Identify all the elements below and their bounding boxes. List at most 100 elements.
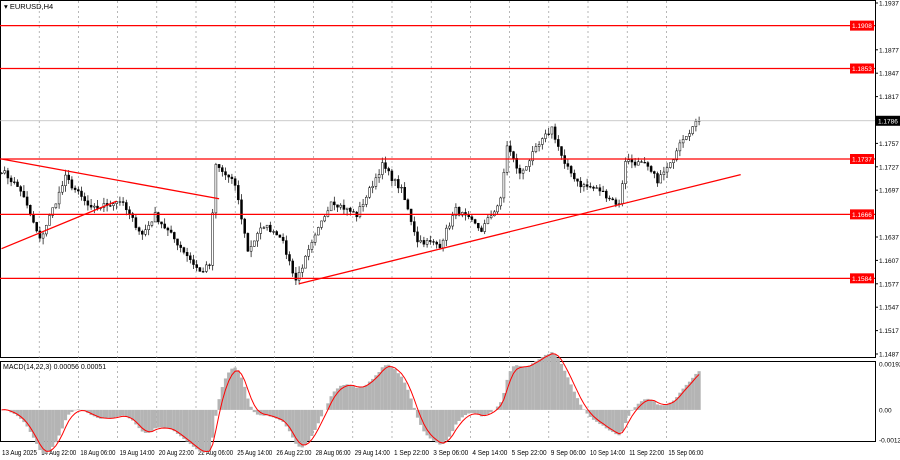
candle-body — [601, 190, 605, 193]
candle-body — [29, 204, 32, 216]
macd-y-tick-label: 0.00192 — [879, 362, 900, 369]
macd-title: MACD(14,22,3) — [3, 364, 52, 371]
macd-histogram-bar — [60, 409, 64, 429]
trendline[interactable] — [1, 158, 220, 200]
y-tick-label: 1.1877 — [879, 47, 899, 54]
candle-body — [246, 233, 250, 252]
trendline[interactable] — [1, 200, 117, 250]
candle-body — [134, 217, 138, 228]
x-tick-label: 14 Aug 22:00 — [41, 450, 76, 457]
macd-histogram-bar — [547, 353, 551, 410]
macd-histogram-bar — [383, 365, 388, 410]
y-tick-label: 1.1517 — [879, 328, 899, 335]
candle-body — [685, 136, 688, 140]
candle-body — [400, 187, 403, 189]
candle-body — [0, 172, 3, 174]
candle-body — [611, 198, 614, 201]
candle-body — [6, 170, 10, 179]
candle-body — [576, 178, 579, 182]
macd-histogram-bar — [150, 409, 154, 432]
macd-histogram-bar — [255, 409, 260, 415]
candle-body — [294, 272, 298, 281]
macd-histogram-bar — [393, 369, 397, 410]
candle-body — [70, 179, 74, 189]
macd-histogram-bar — [515, 365, 519, 410]
macd-histogram-bar — [15, 409, 20, 417]
macd-histogram-bar — [639, 401, 644, 410]
candle-body — [144, 229, 147, 235]
candle-body — [688, 133, 691, 137]
trendline[interactable] — [298, 173, 741, 285]
macd-histogram-bar — [25, 409, 29, 427]
candle-body — [169, 229, 173, 233]
candle-body — [659, 174, 662, 184]
candle-body — [384, 162, 387, 169]
macd-histogram-bar — [47, 409, 52, 452]
macd-histogram-bar — [540, 357, 544, 410]
candle-body — [259, 227, 262, 234]
level-price-label: 1.1908 — [852, 23, 872, 30]
macd-histogram-bar — [147, 409, 151, 433]
macd-histogram-bar — [511, 366, 516, 410]
macd-histogram-bar — [230, 368, 234, 410]
macd-histogram-bar — [268, 409, 272, 417]
candle-body — [649, 166, 653, 172]
macd-histogram-bar — [220, 387, 224, 410]
macd-histogram-bar — [76, 409, 80, 410]
candle-body — [566, 163, 570, 167]
x-tick-label: 28 Aug 06:00 — [316, 450, 351, 457]
macd-histogram-bar — [287, 409, 292, 432]
macd-histogram-bar — [620, 409, 624, 432]
macd-histogram-bar — [342, 384, 346, 410]
candle-body — [323, 216, 326, 222]
macd-histogram-bar — [227, 372, 231, 410]
candle-body — [272, 231, 275, 233]
macd-histogram-bar — [694, 373, 698, 410]
candle-body — [368, 187, 371, 198]
macd-histogram-bar — [38, 409, 42, 451]
macd-histogram-bar — [127, 409, 132, 419]
candle-body — [515, 158, 518, 169]
macd-histogram-bar — [444, 409, 448, 441]
macd-histogram-bar — [246, 398, 250, 410]
macd-histogram-bar — [348, 384, 352, 410]
candle-body — [160, 221, 163, 225]
macd-histogram-bar — [422, 409, 426, 432]
candle-body — [681, 139, 685, 144]
macd-histogram-bar — [636, 403, 640, 410]
macd-histogram-bar — [390, 367, 394, 410]
candle-body — [253, 240, 256, 247]
candle-body — [291, 260, 294, 274]
candle-body — [553, 126, 557, 140]
macd-histogram-bar — [470, 409, 474, 413]
macd-histogram-bar — [175, 409, 180, 434]
candle-body — [595, 187, 598, 189]
macd-histogram-bar — [265, 409, 269, 416]
level-price-label: 1.1853 — [852, 66, 872, 73]
macd-histogram-bar — [124, 409, 128, 417]
macd-histogram-bar — [204, 409, 208, 452]
x-tick-label: 11 Sep 22:00 — [629, 450, 664, 457]
candle-body — [336, 204, 339, 208]
macd-histogram-bar — [396, 373, 400, 410]
candle-body — [694, 120, 698, 127]
candle-body — [691, 126, 694, 134]
candle-body — [173, 232, 176, 240]
symbol-title[interactable]: ▾ EURUSD,H4 — [4, 2, 54, 11]
macd-histogram-bar — [537, 359, 541, 410]
macd-histogram-bar — [559, 363, 564, 410]
y-tick-label: 1.1577 — [879, 281, 899, 288]
candle-body — [435, 241, 438, 245]
candle-body — [483, 223, 486, 232]
macd-histogram-bar — [502, 392, 506, 410]
macd-histogram-bar — [604, 409, 608, 429]
candle-body — [614, 199, 618, 205]
macd-histogram-bar — [412, 407, 416, 410]
macd-histogram-bar — [617, 409, 621, 436]
y-tick-label: 1.1847 — [879, 71, 899, 78]
macd-histogram-bar — [671, 400, 676, 410]
macd-histogram-bar — [447, 409, 452, 437]
macd-histogram-bar — [675, 397, 679, 410]
macd-histogram-bar — [156, 409, 160, 428]
